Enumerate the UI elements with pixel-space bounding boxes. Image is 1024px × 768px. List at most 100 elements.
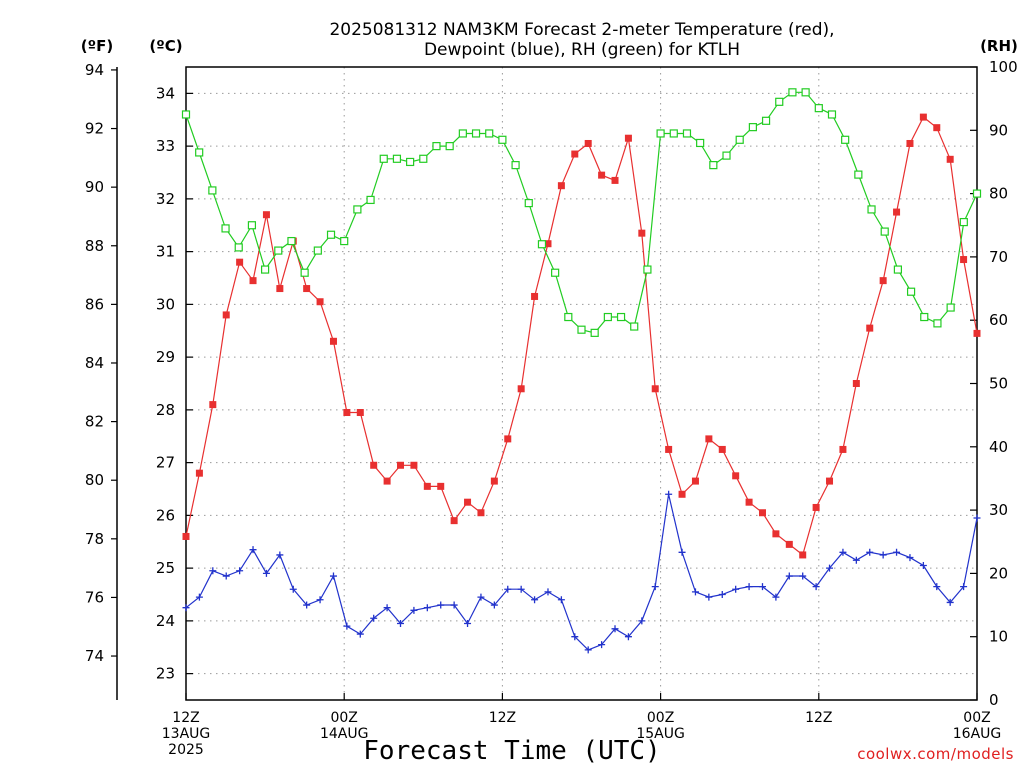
temperature-point [517, 385, 525, 393]
rh-point [524, 198, 533, 208]
dewpoint-point [477, 593, 485, 601]
rh-point [471, 129, 481, 138]
data-series [181, 88, 982, 654]
temperature-point [249, 277, 257, 285]
x-tick-label: 15AUG [636, 726, 685, 742]
rh-point [551, 268, 560, 277]
temperature-point [329, 337, 337, 345]
temperature-point [437, 482, 445, 490]
rh-point [537, 240, 547, 249]
fahrenheit-tick-label: 90 [85, 178, 104, 196]
dewpoint-point [772, 593, 780, 601]
dewpoint-point [276, 551, 284, 559]
temperature-point [370, 461, 378, 469]
dewpoint-point [423, 604, 431, 612]
dewpoint-point [732, 585, 740, 593]
rh-point [814, 104, 823, 113]
celsius-tick-label: 25 [156, 559, 175, 577]
dewpoint-point [450, 601, 458, 609]
x-tick-label: 2025 [168, 742, 204, 758]
rh-point [880, 227, 889, 236]
dewpoint-point [624, 633, 632, 641]
dewpoint-point [839, 548, 847, 556]
rh-tick-label: 90 [989, 121, 1008, 139]
rh-point [458, 129, 467, 138]
temperature-point [960, 256, 968, 264]
temperature-point [195, 469, 203, 477]
dewpoint-point [665, 490, 673, 498]
dewpoint-point [262, 569, 270, 577]
dewpoint-point [370, 614, 378, 622]
temperature-point [584, 139, 592, 147]
rh-point [340, 236, 349, 246]
temperature-point [665, 445, 673, 453]
temperature-point [772, 530, 780, 538]
fahrenheit-tick-label: 88 [85, 237, 104, 255]
x-axis-title: Forecast Time (UTC) [363, 736, 660, 766]
rh-point [959, 217, 968, 227]
temperature-point [316, 298, 324, 306]
dewpoint-point [785, 572, 793, 580]
dewpoint-point [852, 556, 860, 564]
dewpoint-point [209, 567, 217, 575]
temperature-point [638, 229, 646, 237]
temperature-point [718, 445, 726, 453]
rh-point [906, 287, 916, 296]
temperature-point [236, 258, 244, 266]
dewpoint-point [195, 593, 203, 601]
dewpoint-point [919, 561, 927, 569]
temperature-point [624, 134, 632, 142]
temperature-point [826, 477, 834, 485]
temperature-point [450, 517, 458, 525]
temperature-point [946, 155, 954, 163]
temperature-point [598, 171, 606, 179]
temperature-point [182, 532, 190, 540]
rh-point [893, 265, 903, 274]
rh-point [643, 265, 652, 274]
celsius-tick-label: 31 [156, 243, 175, 261]
rh-tick-label: 100 [989, 58, 1018, 76]
credit-text: coolwx.com/models [857, 745, 1014, 763]
rh-point [181, 110, 191, 119]
temperature-point [879, 277, 887, 285]
rh-point [788, 88, 797, 97]
dewpoint-point [879, 551, 887, 559]
fahrenheit-tick-label: 80 [85, 471, 104, 489]
dewpoint-point [410, 606, 418, 614]
rh-point [485, 129, 494, 138]
dewpoint-point [490, 601, 498, 609]
series-line [185, 494, 978, 651]
x-tick-label: 00Z [963, 710, 990, 726]
temperature-point [691, 477, 699, 485]
rh-point [313, 246, 322, 255]
fahrenheit-tick-label: 76 [85, 588, 104, 606]
x-tick-label: 12Z [172, 710, 199, 726]
rh-tick-label: 70 [989, 248, 1008, 266]
temperature-point [651, 385, 659, 393]
rh-point [326, 230, 336, 239]
axis-ticks: 23 24 25 26 27 28 29 30 31 32 33 34 74 76 78 80 82 84 86 88… [85, 58, 1018, 758]
rh-point [920, 312, 929, 322]
rh-point [867, 205, 876, 214]
dewpoint-point [946, 598, 954, 606]
rh-tick-label: 20 [989, 564, 1008, 582]
rh-point [682, 129, 692, 138]
temperature-point [866, 324, 874, 332]
rh-point [564, 312, 573, 322]
rh-point [511, 161, 520, 170]
temperature-point [611, 176, 619, 184]
rh-point [379, 154, 388, 163]
dewpoint-point [812, 583, 820, 591]
celsius-tick-label: 32 [156, 190, 175, 208]
fahrenheit-tick-label: 94 [85, 61, 104, 79]
dewpoint-point [691, 588, 699, 596]
dewpoint-point [464, 620, 472, 628]
celsius-tick-label: 23 [156, 665, 175, 683]
fahrenheit-tick-label: 92 [85, 120, 104, 138]
temperature-point [464, 498, 472, 506]
rh-point [392, 154, 402, 163]
x-tick-label: 00Z [330, 710, 357, 726]
temperature-point [504, 435, 512, 443]
celsius-tick-label: 26 [156, 506, 175, 524]
